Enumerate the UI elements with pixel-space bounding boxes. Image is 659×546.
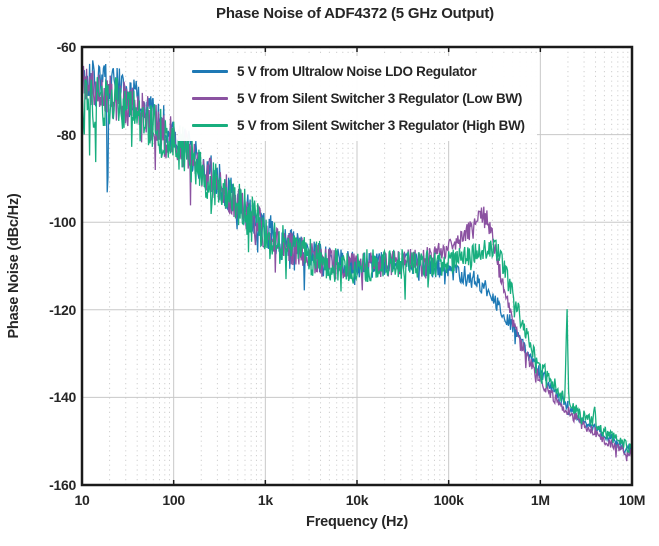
x-tick-label: 10 (74, 492, 90, 508)
legend-label: 5 V from Silent Switcher 3 Regulator (Hi… (237, 118, 525, 133)
x-tick-label: 10M (618, 492, 646, 508)
legend-item-ldo: 5 V from Ultralow Noise LDO Regulator (192, 58, 525, 85)
legend-item-ss3-high-bw: 5 V from Silent Switcher 3 Regulator (Hi… (192, 112, 525, 139)
y-tick-label: -120 (49, 301, 76, 318)
y-tick-label: -60 (56, 39, 77, 55)
legend-item-ss3-low-bw: 5 V from Silent Switcher 3 Regulator (Lo… (192, 85, 525, 112)
x-tick-label: 100 (162, 492, 185, 508)
y-tick-label: -140 (49, 389, 76, 406)
x-tick-label: 10k (345, 492, 369, 508)
x-tick-label: 1k (257, 492, 273, 508)
x-axis-label: Frequency (Hz) (306, 514, 408, 530)
y-axis-label: Phase Noise (dBc/Hz) (6, 193, 22, 339)
legend-label: 5 V from Silent Switcher 3 Regulator (Lo… (237, 91, 523, 106)
legend-line-swatch-purple (192, 96, 228, 101)
x-tick-label: 1M (530, 492, 550, 508)
y-tick-label: -80 (56, 126, 77, 143)
legend-line-swatch-blue (192, 69, 228, 74)
legend-label: 5 V from Ultralow Noise LDO Regulator (237, 64, 477, 79)
legend: 5 V from Ultralow Noise LDO Regulator 5 … (178, 56, 537, 141)
y-tick-label: -100 (49, 214, 76, 231)
y-tick-label: -160 (49, 477, 76, 493)
legend-line-swatch-green (192, 123, 228, 128)
chart-title: Phase Noise of ADF4372 (5 GHz Output) (216, 5, 494, 22)
x-tick-label: 100k (433, 492, 464, 508)
